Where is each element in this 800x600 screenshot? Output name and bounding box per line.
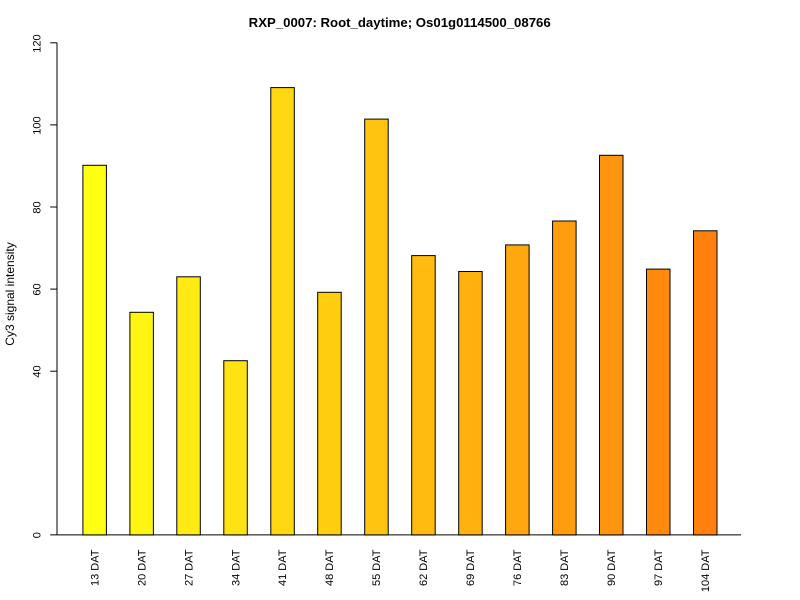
svg-text:Cy3 signal intensity: Cy3 signal intensity bbox=[3, 242, 17, 345]
svg-text:55 DAT: 55 DAT bbox=[371, 549, 383, 586]
svg-text:34 DAT: 34 DAT bbox=[230, 549, 242, 586]
svg-text:13 DAT: 13 DAT bbox=[89, 549, 101, 586]
svg-text:60: 60 bbox=[31, 283, 43, 295]
svg-text:80: 80 bbox=[31, 201, 43, 213]
svg-text:97 DAT: 97 DAT bbox=[653, 549, 665, 586]
svg-text:69 DAT: 69 DAT bbox=[465, 549, 477, 586]
svg-text:104 DAT: 104 DAT bbox=[700, 549, 712, 592]
svg-text:62 DAT: 62 DAT bbox=[418, 549, 430, 586]
svg-text:90 DAT: 90 DAT bbox=[606, 549, 618, 586]
svg-text:0: 0 bbox=[31, 532, 43, 538]
svg-text:120: 120 bbox=[31, 34, 43, 52]
svg-text:40: 40 bbox=[31, 365, 43, 377]
svg-text:20 DAT: 20 DAT bbox=[136, 549, 148, 586]
svg-text:83 DAT: 83 DAT bbox=[559, 549, 571, 586]
svg-text:RXP_0007: Root_daytime; Os01g0: RXP_0007: Root_daytime; Os01g0114500_087… bbox=[249, 15, 551, 30]
svg-text:76 DAT: 76 DAT bbox=[512, 549, 524, 586]
svg-text:48 DAT: 48 DAT bbox=[324, 549, 336, 586]
svg-text:27 DAT: 27 DAT bbox=[183, 549, 195, 586]
svg-text:100: 100 bbox=[31, 116, 43, 134]
svg-text:41 DAT: 41 DAT bbox=[277, 549, 289, 586]
